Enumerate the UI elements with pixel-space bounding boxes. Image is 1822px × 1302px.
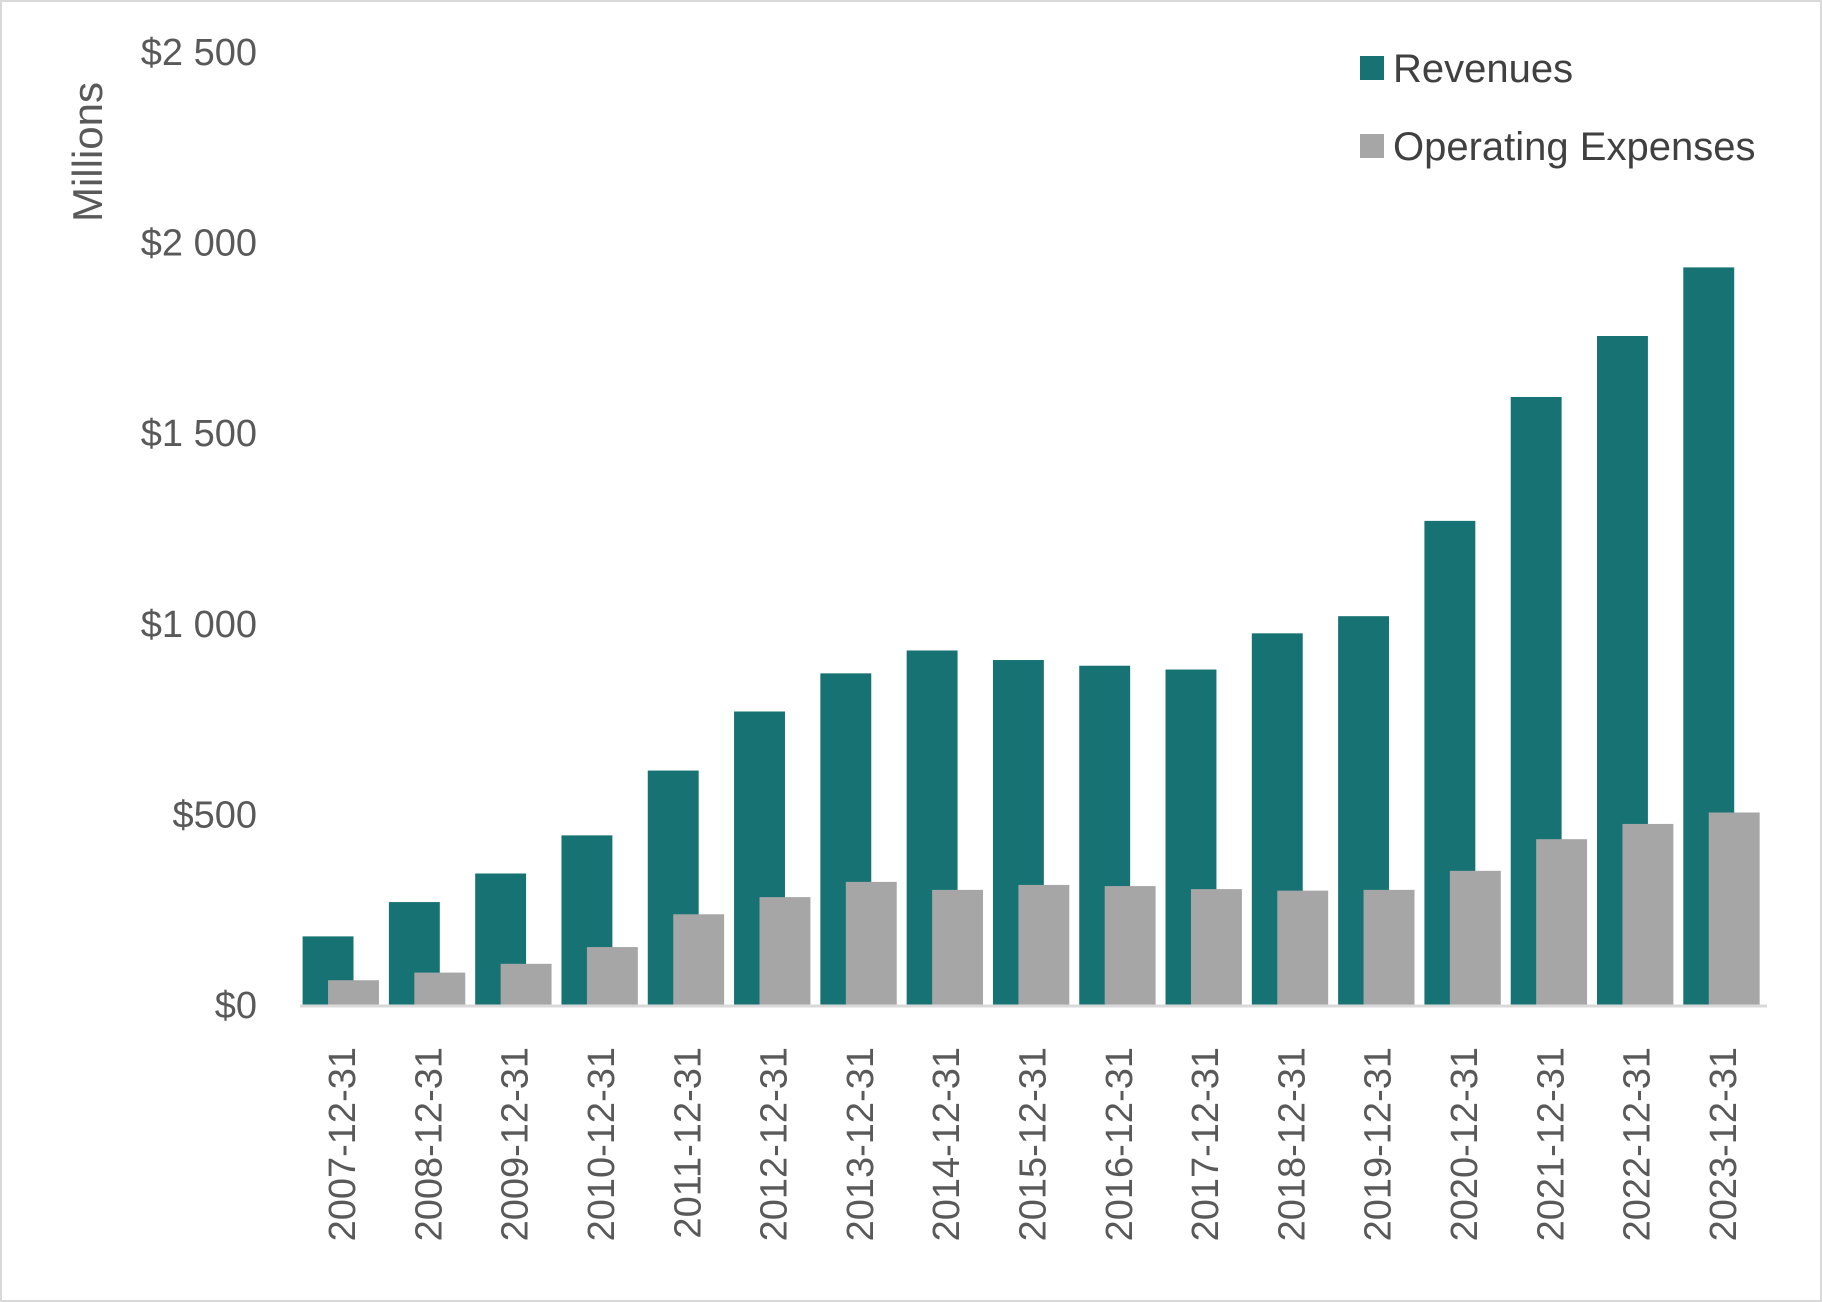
operating-expenses-bar — [586, 947, 638, 1005]
x-tick-label: 2010-12-31 — [581, 1047, 623, 1241]
operating-expenses-bar — [1190, 889, 1242, 1005]
operating-expenses-bar — [414, 972, 466, 1005]
x-tick-label: 2019-12-31 — [1358, 1047, 1400, 1241]
y-tick-label: $500 — [172, 794, 257, 836]
legend-label-revenues: Revenues — [1393, 47, 1573, 91]
operating-expenses-bar — [932, 889, 984, 1005]
y-tick-label: $0 — [215, 985, 257, 1027]
x-tick-label: 2022-12-31 — [1617, 1047, 1659, 1241]
operating-expenses-bar — [1449, 870, 1501, 1005]
legend-swatch-operating-expenses — [1360, 134, 1384, 158]
operating-expenses-bar — [1018, 884, 1070, 1005]
operating-expenses-bar — [328, 980, 379, 1005]
operating-expenses-bar — [845, 881, 897, 1005]
operating-expenses-bar — [1277, 890, 1329, 1005]
x-tick-label: 2014-12-31 — [926, 1047, 968, 1241]
operating-expenses-bar — [1104, 886, 1156, 1005]
y-axis-label-group: Millions — [64, 82, 111, 222]
operating-expenses-bar — [1363, 889, 1415, 1005]
x-tick-label: 2013-12-31 — [840, 1047, 882, 1241]
x-tick-label: 2016-12-31 — [1099, 1047, 1141, 1241]
x-tick-label: 2009-12-31 — [495, 1047, 537, 1241]
operating-expenses-bar — [500, 963, 552, 1005]
operating-expenses-bar — [673, 914, 725, 1005]
y-tick-label: $1 000 — [141, 604, 257, 646]
legend: Revenues Operating Expenses — [1360, 47, 1755, 169]
operating-expenses-bar — [1536, 839, 1588, 1005]
x-axis-ticks: 2007-12-31 2008-12-31 2009-12-31 2010-12-31… — [322, 1047, 1745, 1241]
x-tick-label: 2018-12-31 — [1271, 1047, 1313, 1241]
y-tick-label: $2 000 — [141, 223, 257, 265]
legend-swatch-revenues — [1360, 56, 1384, 80]
x-tick-label: 2012-12-31 — [754, 1047, 796, 1241]
x-tick-label: 2011-12-31 — [667, 1047, 709, 1239]
x-tick-label: 2008-12-31 — [408, 1047, 450, 1241]
y-tick-label: $1 500 — [141, 413, 257, 455]
x-tick-label: 2023-12-31 — [1703, 1047, 1745, 1241]
x-tick-label: 2020-12-31 — [1444, 1047, 1486, 1241]
operating-expenses-bar — [759, 897, 811, 1005]
y-tick-label: $2 500 — [141, 32, 257, 74]
operating-expenses-bar — [1708, 812, 1760, 1005]
operating-expenses-bar — [1622, 823, 1674, 1005]
x-tick-label: 2015-12-31 — [1013, 1047, 1055, 1241]
legend-label-operating-expenses: Operating Expenses — [1393, 125, 1755, 169]
x-tick-label: 2017-12-31 — [1185, 1047, 1227, 1241]
bars — [302, 267, 1760, 1006]
y-axis-ticks: $0 $500 $1 000 $1 500 $2 000 $2 500 — [141, 32, 257, 1027]
x-tick-label: 2021-12-31 — [1530, 1047, 1572, 1241]
x-tick-label: 2007-12-31 — [322, 1047, 364, 1241]
y-axis-label: Millions — [64, 82, 111, 222]
